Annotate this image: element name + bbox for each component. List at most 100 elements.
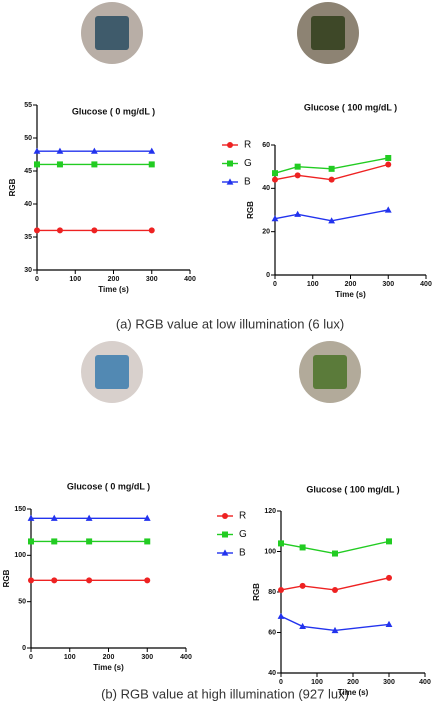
series-line <box>274 163 389 181</box>
y-tick-label: 50 <box>18 599 26 606</box>
x-tick-label: 200 <box>345 281 357 288</box>
marker <box>384 206 392 213</box>
y-tick-label: 40 <box>24 201 32 208</box>
marker <box>50 514 58 521</box>
marker <box>28 577 34 584</box>
marker <box>294 172 301 179</box>
x-axis-label: Time (s) <box>335 290 366 299</box>
legend-label: R <box>239 511 246 522</box>
x-tick-label: 0 <box>29 654 33 661</box>
x-tick-label: 300 <box>383 679 395 686</box>
y-tick-label: 80 <box>268 589 276 596</box>
series-line <box>274 157 389 174</box>
y-axis-label: RGB <box>246 201 255 219</box>
x-tick-label: 400 <box>180 654 192 661</box>
marker <box>328 165 335 172</box>
legend-label: G <box>239 529 247 540</box>
y-tick-label: 100 <box>14 552 26 559</box>
x-tick-label: 400 <box>420 281 432 288</box>
x-tick-label: 100 <box>64 654 76 661</box>
marker <box>144 577 151 584</box>
marker <box>332 550 338 557</box>
chart-title: Glucose ( 0 mg/dL ) <box>67 481 150 491</box>
y-axis-label: RGB <box>252 583 261 601</box>
y-axis-label: RGB <box>2 569 11 587</box>
y-tick-label: 60 <box>262 142 270 149</box>
chart-title: Glucose ( 100 mg/dL ) <box>306 484 399 494</box>
marker <box>33 147 41 154</box>
y-tick-label: 30 <box>24 267 32 274</box>
marker <box>278 540 284 547</box>
x-tick-label: 200 <box>108 276 120 283</box>
marker <box>148 147 156 154</box>
marker <box>56 147 64 154</box>
y-tick-label: 50 <box>24 135 32 142</box>
x-tick-label: 0 <box>279 679 283 686</box>
y-tick-label: 40 <box>268 670 276 677</box>
y-tick-label: 20 <box>262 229 270 236</box>
caption: (a) RGB value at low illumination (6 lux… <box>116 316 344 331</box>
marker <box>148 161 155 168</box>
legend-label: G <box>244 158 252 169</box>
marker <box>272 176 278 183</box>
marker <box>222 513 228 519</box>
photo <box>297 2 359 64</box>
x-tick-label: 400 <box>184 276 196 283</box>
marker <box>271 215 279 222</box>
y-tick-label: 55 <box>24 102 32 109</box>
y-tick-label: 45 <box>24 168 32 175</box>
series-line <box>280 577 390 591</box>
marker <box>34 161 40 168</box>
marker <box>148 227 155 234</box>
marker <box>332 586 338 593</box>
y-tick-label: 0 <box>22 645 26 652</box>
marker <box>86 577 93 584</box>
marker <box>222 531 228 538</box>
y-tick-label: 40 <box>262 185 270 192</box>
x-tick-label: 100 <box>311 679 323 686</box>
y-tick-label: 100 <box>264 548 276 555</box>
marker <box>294 163 301 170</box>
marker <box>91 227 98 234</box>
marker <box>278 586 284 593</box>
x-tick-label: 300 <box>146 276 158 283</box>
x-tick-label: 400 <box>419 679 431 686</box>
marker <box>299 622 306 630</box>
marker <box>85 514 93 521</box>
marker <box>51 538 58 545</box>
marker <box>28 538 34 545</box>
x-tick-label: 200 <box>347 679 359 686</box>
legend-label: B <box>244 177 251 188</box>
marker <box>331 626 339 634</box>
marker <box>328 217 336 224</box>
x-tick-label: 100 <box>69 276 81 283</box>
marker <box>277 612 285 619</box>
marker <box>385 161 392 168</box>
marker <box>385 620 393 627</box>
marker <box>227 160 233 167</box>
marker <box>86 538 93 545</box>
chart-title: Glucose ( 100 mg/dL ) <box>304 102 397 112</box>
marker <box>34 227 40 234</box>
marker <box>91 161 98 168</box>
x-tick-label: 0 <box>35 276 39 283</box>
caption: (b) RGB value at high illumination (927 … <box>101 686 349 701</box>
marker <box>56 227 63 234</box>
marker <box>51 577 58 584</box>
series-line <box>274 209 389 222</box>
x-tick-label: 300 <box>141 654 153 661</box>
y-axis-label: RGB <box>8 178 17 196</box>
marker <box>144 538 151 545</box>
marker <box>227 142 233 148</box>
x-axis-label: Time (s) <box>98 285 129 294</box>
marker <box>386 574 392 581</box>
y-tick-label: 150 <box>14 506 26 513</box>
marker <box>272 170 278 177</box>
x-tick-label: 300 <box>382 281 394 288</box>
marker <box>27 514 35 521</box>
legend-label: B <box>239 548 246 559</box>
marker <box>328 176 335 183</box>
marker <box>90 147 98 154</box>
marker <box>299 582 306 589</box>
marker <box>226 178 234 185</box>
